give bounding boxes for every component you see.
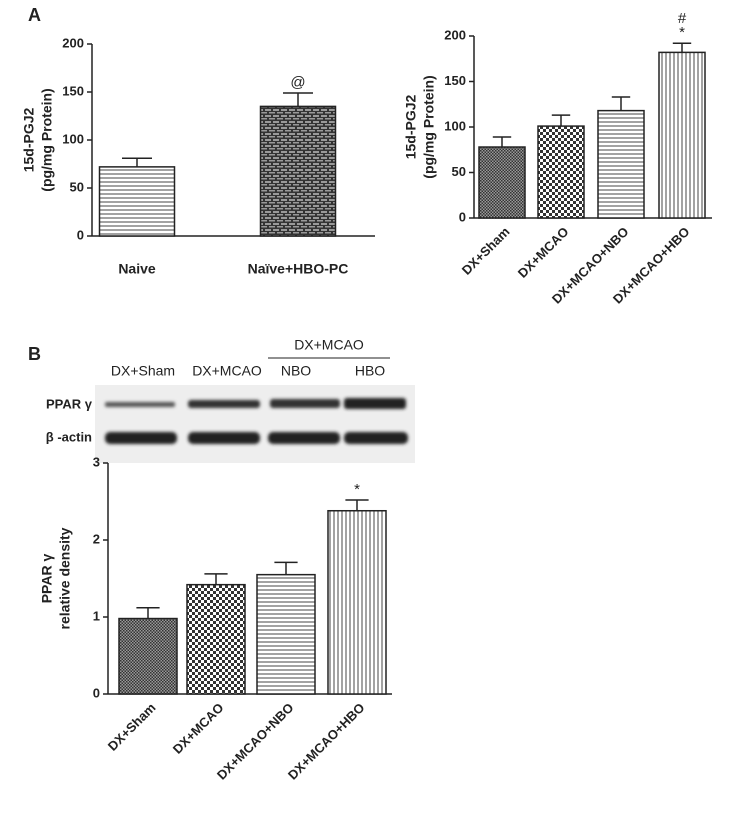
bar [658,51,706,219]
x-tick-label: DX+MCAO [170,700,227,757]
bar [186,583,246,695]
panel-label: A [28,5,41,25]
x-tick-label: DX+MCAO [515,224,572,281]
y-tick-label: 150 [62,83,84,98]
y-axis-label: (pg/mg Protein) [39,88,55,191]
annotation: * [679,24,685,41]
bar [98,166,176,237]
y-tick-label: 50 [70,179,84,194]
y-tick-label: 2 [93,531,100,546]
blot-bands [105,398,408,444]
bar [118,617,178,695]
y-tick-label: 0 [93,685,100,700]
y-tick-label: 1 [93,608,100,623]
x-tick-label: DX+MCAO+NBO [214,700,297,783]
bar [256,573,316,695]
y-tick-label: 200 [62,35,84,50]
bar [478,146,526,219]
panel-label: B [28,344,41,364]
annotation: # [678,10,687,27]
y-axis-label: PPAR γ [39,554,55,604]
y-axis-label: (pg/mg Protein) [421,75,437,178]
blot-lane-label: DX+MCAO [192,363,262,379]
blot-row-label: PPAR γ [46,396,93,411]
annotation: * [354,481,360,498]
y-axis-label: 15d-PGJ2 [403,94,419,159]
blot-lane-label: HBO [355,363,385,379]
x-tick-label: Naïve+HBO-PC [248,261,349,277]
y-tick-label: 150 [444,73,466,88]
blot-lane-label: DX+Sham [111,363,175,379]
blot-background [95,385,415,463]
x-tick-label: Naive [118,261,156,277]
bar [597,109,645,219]
blot-group-label: DX+MCAO [294,337,364,353]
y-axis-label: relative density [57,527,73,629]
x-tick-label: DX+Sham [459,224,513,278]
y-tick-label: 0 [77,227,84,242]
x-tick-label: DX+MCAO+HBO [285,700,368,783]
y-tick-label: 100 [62,131,84,146]
blot-row-label: β -actin [46,429,92,444]
y-tick-label: 0 [459,209,466,224]
y-tick-label: 200 [444,27,466,42]
annotation: @ [290,74,305,91]
bar [259,105,337,237]
y-axis-label: 15d-PGJ2 [21,107,37,172]
y-tick-label: 3 [93,454,100,469]
blot-lane-label: NBO [281,363,311,379]
y-tick-label: 50 [452,164,466,179]
y-tick-label: 100 [444,118,466,133]
bar [537,125,585,219]
x-tick-label: DX+Sham [105,700,159,754]
bar [327,509,387,695]
